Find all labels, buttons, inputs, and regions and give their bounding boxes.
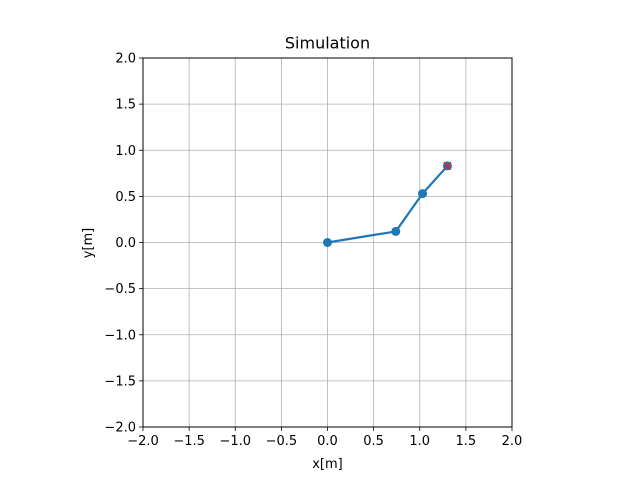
x-tick-label: −1.0	[219, 434, 251, 449]
x-tick-label: 1.5	[456, 434, 477, 449]
x-tick-label: 2.0	[502, 434, 523, 449]
y-tick-label: 1.0	[115, 144, 136, 159]
arm-link-line	[327, 165, 449, 244]
x-tick-label: −1.5	[173, 434, 205, 449]
x-tick-label: 0.5	[363, 434, 384, 449]
joint-point	[418, 189, 428, 199]
joint-point	[391, 226, 401, 236]
y-tick-label: 2.0	[115, 52, 136, 67]
y-tick-label: 0.5	[115, 190, 136, 205]
y-axis-label: y[m]	[81, 228, 96, 259]
y-axis: −2.0 −1.5 −1.0 −0.5 0.0 0.5 1.0 1.5 2.0	[104, 52, 143, 436]
series-layer	[323, 161, 452, 247]
chart-title: Simulation	[285, 34, 370, 53]
target-marker	[443, 161, 452, 170]
y-tick-label: −0.5	[104, 282, 136, 297]
x-tick-label: −0.5	[266, 434, 298, 449]
y-tick-label: 0.0	[115, 236, 136, 251]
x-tick-label: −2.0	[127, 434, 159, 449]
x-tick-label: 0.0	[317, 434, 338, 449]
y-tick-label: −1.5	[104, 374, 136, 389]
y-tick-label: −1.0	[104, 328, 136, 343]
y-tick-label: −2.0	[104, 421, 136, 436]
joint-point	[323, 238, 332, 247]
x-tick-label: 1.0	[409, 434, 430, 449]
x-axis-label: x[m]	[312, 457, 343, 472]
y-tick-label: 1.5	[115, 98, 136, 113]
x-axis: −2.0 −1.5 −1.0 −0.5 0.0 0.5 1.0 1.5 2.0	[127, 427, 522, 449]
